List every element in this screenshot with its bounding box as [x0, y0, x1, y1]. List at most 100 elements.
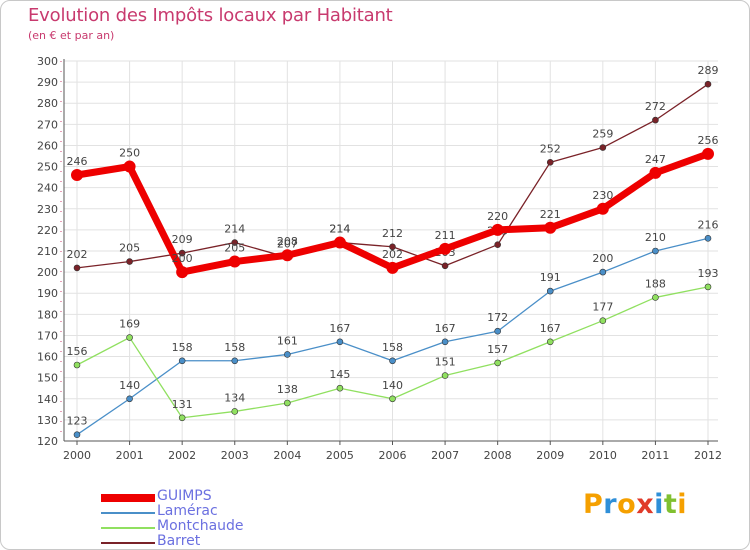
data-label: 252 [540, 142, 561, 155]
x-tick-label: 2002 [168, 449, 196, 462]
data-label: 188 [645, 277, 666, 290]
x-tick-label: 2007 [431, 449, 459, 462]
chart-subtitle: (en € et par an) [28, 29, 115, 42]
data-label: 202 [382, 248, 403, 261]
y-tick-label: 120 [37, 435, 58, 448]
data-point [231, 239, 239, 246]
logo-letter: t [663, 489, 678, 520]
data-point [228, 255, 241, 268]
y-tick-label: 280 [37, 97, 58, 110]
data-point [176, 266, 189, 279]
data-label: 145 [329, 368, 350, 381]
data-point [652, 247, 659, 255]
y-tick-label: 160 [37, 351, 58, 364]
y-tick-label: 290 [37, 76, 58, 89]
data-label: 209 [172, 233, 193, 246]
data-label: 123 [67, 415, 88, 428]
logo-letter: o [617, 489, 637, 520]
data-label: 157 [487, 343, 508, 356]
data-label: 200 [592, 252, 613, 265]
data-label: 138 [277, 383, 298, 396]
data-point [284, 399, 291, 407]
data-label: 210 [645, 231, 666, 244]
data-label: 205 [224, 242, 245, 255]
data-point [599, 144, 607, 151]
data-point [544, 221, 557, 234]
data-label: 272 [645, 100, 666, 113]
data-point [599, 317, 607, 324]
data-label: 151 [435, 356, 456, 369]
logo-letter: i [677, 489, 688, 520]
y-tick-label: 200 [37, 266, 58, 279]
data-point [546, 159, 554, 166]
data-point [178, 357, 186, 365]
data-point [71, 169, 83, 181]
series-guimps: 246 250 200 205 208 214 202 211 220 221 230 247 256 [67, 134, 719, 279]
data-point [333, 236, 346, 249]
data-label: 214 [329, 223, 350, 236]
y-tick-label: 260 [37, 139, 58, 152]
data-point [231, 408, 239, 415]
legend-swatch [101, 512, 155, 514]
x-tick-label: 2004 [273, 449, 301, 462]
data-point [599, 268, 607, 276]
data-label: 202 [67, 248, 88, 261]
legend-label: GUIMPS [157, 488, 212, 504]
data-label: 167 [435, 322, 456, 335]
series-lamerac: 123 140 158 158 161 167 158 167 172 191 200 210 216 [67, 218, 719, 438]
data-label: 172 [487, 311, 508, 324]
data-label: 230 [592, 189, 613, 202]
y-tick-label: 270 [37, 118, 58, 131]
data-point [336, 384, 344, 392]
data-label: 214 [329, 223, 350, 236]
data-label: 220 [487, 210, 508, 223]
data-label: 259 [592, 128, 613, 141]
x-tick-label: 2005 [326, 449, 354, 462]
data-point [386, 261, 399, 274]
data-point [704, 80, 712, 88]
data-point [178, 249, 186, 257]
logo-letter: P [583, 489, 604, 520]
legend-label: Lamérac [157, 503, 218, 519]
data-point [596, 202, 609, 215]
x-tick-label: 2008 [484, 449, 512, 462]
data-point [73, 361, 81, 369]
x-tick-label: 2011 [641, 449, 669, 462]
data-point [336, 338, 344, 346]
data-point [73, 431, 81, 438]
data-label: 161 [277, 334, 298, 347]
legend-swatch [101, 542, 155, 544]
data-point [546, 338, 554, 346]
data-label: 177 [592, 301, 613, 314]
data-label: 211 [435, 229, 456, 242]
data-label: 246 [67, 155, 88, 168]
data-label: 169 [119, 318, 140, 331]
data-point [284, 351, 291, 358]
data-label: 200 [172, 252, 193, 265]
data-point [126, 258, 133, 265]
legend-label: Barret [157, 533, 201, 549]
x-tick-label: 2000 [63, 449, 91, 462]
data-label: 214 [224, 223, 245, 236]
series-montchaude: 156 169 131 134 138 145 140 151 157 167 177 188 193 [67, 267, 719, 422]
data-label: 221 [540, 208, 561, 221]
data-label: 207 [277, 237, 298, 250]
data-point [389, 395, 396, 403]
x-tick-label: 2010 [589, 449, 617, 462]
proxiti-logo: Proxiti [583, 489, 687, 520]
data-point [389, 243, 396, 251]
data-point [491, 223, 504, 236]
data-label: 191 [540, 271, 561, 284]
y-tick-label: 150 [37, 372, 58, 385]
chart-title: Evolution des Impôts locaux par Habitant [28, 5, 393, 26]
legend-swatch [101, 527, 155, 529]
data-point [126, 334, 133, 341]
data-point [231, 357, 239, 365]
logo-letter: r [603, 489, 618, 520]
grid [64, 60, 718, 442]
y-tick-label: 170 [37, 329, 58, 342]
data-label: 208 [277, 235, 298, 248]
y-tick-label: 210 [37, 245, 58, 258]
y-tick-label: 300 [37, 55, 58, 68]
